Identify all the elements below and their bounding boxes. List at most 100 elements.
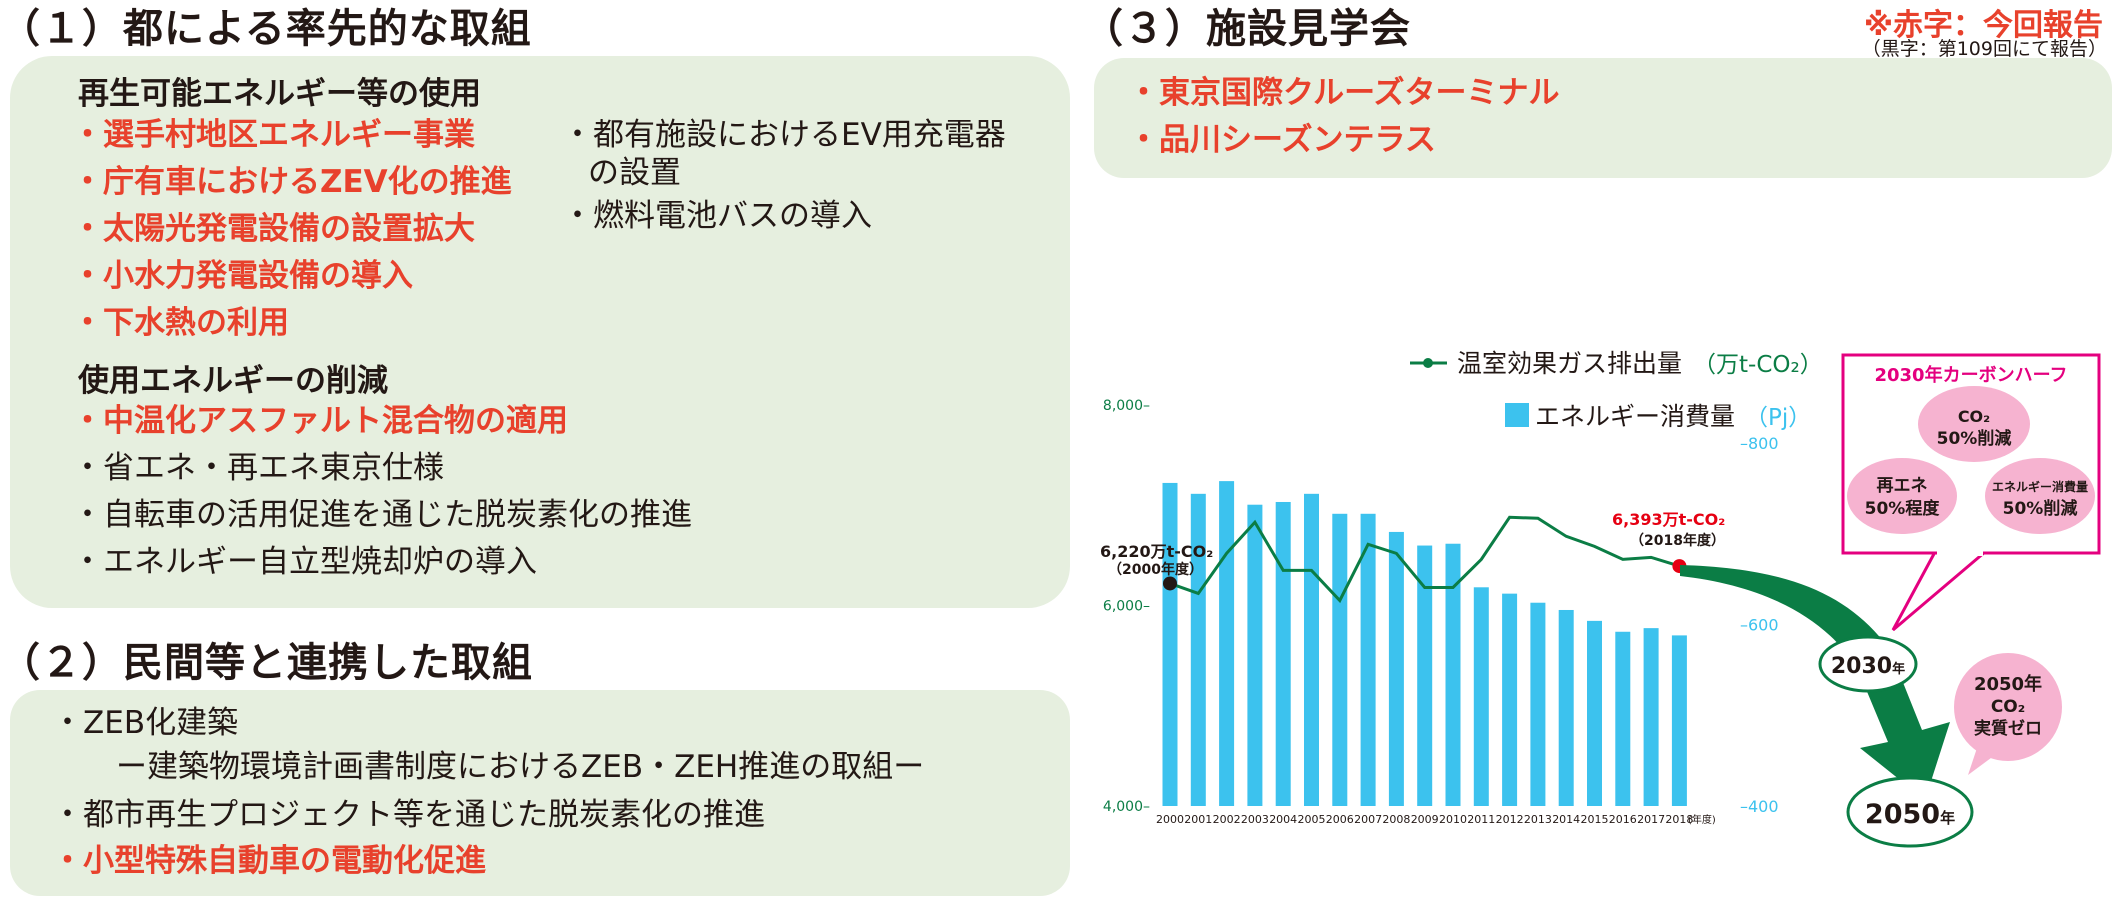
tail-mask <box>1937 550 1983 556</box>
half-box-tail <box>1891 550 1986 632</box>
section1-heading-renewable: 再生可能エネルギー等の使用 <box>78 76 481 112</box>
bar <box>1417 545 1433 806</box>
x-tick-label: 2010 <box>1439 813 1467 826</box>
bar <box>1643 628 1659 806</box>
x-tick-label: 2009 <box>1411 813 1439 826</box>
section3-list: ・東京国際クルーズターミナル ・品川シーズンテラス <box>1128 70 1560 164</box>
section3-title: （３）施設見学会 <box>1083 6 1411 52</box>
x-tick-label: 2016 <box>1609 813 1637 826</box>
left-axis: 8,000– 6,000– 4,000– <box>1103 398 1150 815</box>
x-tick-label: 2002 <box>1213 813 1241 826</box>
section2-title: （２）民間等と連携した取組 <box>0 640 533 686</box>
bar <box>1473 587 1489 806</box>
x-tick-label: 2008 <box>1382 813 1410 826</box>
energy-line1: エネルギー消費量 <box>1992 479 2088 494</box>
list-item-sub: ー建築物環境計画書制度におけるZEB・ZEH推進の取組ー <box>116 749 925 785</box>
list-item: ・品川シーズンテラス <box>1128 122 1436 158</box>
re-line1: 再エネ <box>1877 476 1928 496</box>
bar <box>1558 609 1574 806</box>
x-tick-label: 2014 <box>1552 813 1580 826</box>
right-tick-label: –800 <box>1740 434 1779 453</box>
bar-series <box>1162 481 1687 806</box>
bar <box>1162 482 1178 806</box>
x-tick-label: 2015 <box>1581 813 1609 826</box>
x-tick-label: 2003 <box>1241 813 1269 826</box>
bar <box>1530 602 1546 806</box>
x-tick-label: 2011 <box>1467 813 1495 826</box>
bar <box>1502 593 1518 806</box>
co2-line1: CO₂ <box>1958 407 1990 426</box>
x-tick-label: 2013 <box>1524 813 1552 826</box>
section1-heading-reduction: 使用エネルギーの削減 <box>78 363 388 399</box>
list-item: ・ZEB化建築 <box>52 705 239 741</box>
list-item: ・庁有車におけるZEV化の推進 <box>72 164 512 200</box>
legend-line-marker <box>1423 358 1433 368</box>
list-item: ・自転車の活用促進を通じた脱炭素化の推進 <box>72 497 692 533</box>
zero-line1: 2050年 <box>1974 673 2042 695</box>
bar <box>1275 501 1291 806</box>
zero-line2: CO₂ <box>1991 697 2025 717</box>
zero-line3: 実質ゼロ <box>1974 718 2042 739</box>
target-2050-label: 2050年 <box>1865 799 1955 830</box>
end-annotation-value: 6,393万t-CO₂ <box>1612 510 1725 529</box>
left-tick-label: 8,000– <box>1103 398 1150 414</box>
bar <box>1190 493 1206 806</box>
list-item: ・太陽光発電設備の設置拡大 <box>72 211 475 247</box>
energy-bubble <box>1985 458 2095 534</box>
bar <box>1445 543 1461 806</box>
section1-panel <box>10 56 1070 608</box>
section2-panel <box>10 690 1070 896</box>
start-annotation-year: （2000年度） <box>1108 561 1203 578</box>
reduction-list: ・中温化アスファルト混合物の適用 ・省エネ・再エネ東京仕様 ・自転車の活用促進を… <box>72 398 692 586</box>
section3-panel <box>1094 58 2112 178</box>
list-item: ・選手村地区エネルギー事業 <box>72 117 475 153</box>
carbon-half-title: 2030年カーボンハーフ <box>1874 364 2067 386</box>
list-item: ・省エネ・再エネ東京仕様 <box>72 450 444 486</box>
end-annotation-year: （2018年度） <box>1630 532 1725 549</box>
x-tick-label: 2017 <box>1637 813 1665 826</box>
re-line2: 50%程度 <box>1865 498 1941 519</box>
bar <box>1587 620 1602 806</box>
list-item: ・都市再生プロジェクト等を通じた脱炭素化の推進 <box>52 797 765 833</box>
energy-line2: 50%削減 <box>2003 498 2078 519</box>
zero-bubble <box>1954 653 2062 761</box>
bar <box>1360 513 1376 806</box>
legend-bar-unit: （Pj） <box>1745 405 1811 431</box>
list-item: ・下水熱の利用 <box>72 305 289 341</box>
x-tick-label: 2000 <box>1156 813 1184 826</box>
bar <box>1388 531 1404 806</box>
left-tick-label: 4,000– <box>1103 799 1150 815</box>
x-tick-label: 2001 <box>1184 813 1212 826</box>
start-annotation-value: 6,220万t-CO₂ <box>1100 542 1213 561</box>
legend-line-label: 温室効果ガス排出量 <box>1457 349 1682 378</box>
list-item: ・小型特殊自動車の電動化促進 <box>52 843 486 879</box>
bar <box>1247 504 1263 806</box>
right-tick-label: –600 <box>1740 616 1779 635</box>
legend-bar-label: エネルギー消費量 <box>1535 402 1735 431</box>
target-2030 <box>1818 635 1918 693</box>
list-item-continued: の設置 <box>588 155 681 191</box>
x-tick-label: 2012 <box>1496 813 1524 826</box>
list-item: ・都有施設におけるEV用充電器 <box>562 117 1006 153</box>
bar <box>1219 481 1235 806</box>
bar <box>1304 493 1319 806</box>
right-tick-label: –400 <box>1740 797 1779 816</box>
emissions-chart: 8,000– 6,000– 4,000– –800 –600 –400 2000 2001… <box>1100 349 2101 848</box>
list-item: ・燃料電池バスの導入 <box>562 198 872 234</box>
renewable-red-list: ・選手村地区エネルギー事業 ・庁有車におけるZEV化の推進 ・太陽光発電設備の設… <box>72 112 512 347</box>
right-axis: –800 –600 –400 <box>1740 434 1779 816</box>
list-item: ・東京国際クルーズターミナル <box>1128 75 1560 111</box>
co2-bubble <box>1918 386 2030 462</box>
bar <box>1615 631 1631 806</box>
x-axis-unit: (年度) <box>1688 813 1716 826</box>
legend-bar-swatch <box>1505 403 1529 427</box>
list-item: ・中温化アスファルト混合物の適用 <box>72 403 568 439</box>
x-axis: 2000 2001 2002 2003 2004 2005 2006 2007 2008 2009… <box>1156 813 1693 826</box>
x-tick-label: 2006 <box>1326 813 1354 826</box>
legend-note-red: ※赤字：今回報告 <box>1863 8 2103 43</box>
legend-line-unit: （万t-CO₂） <box>1693 352 1823 378</box>
co2-line2: 50%削減 <box>1937 428 2012 449</box>
left-tick-label: 6,000– <box>1103 599 1150 615</box>
renewable-right-list: ・都有施設におけるEV用充電器 の設置 ・燃料電池バスの導入 <box>562 116 1006 240</box>
x-tick-label: 2004 <box>1269 813 1297 826</box>
